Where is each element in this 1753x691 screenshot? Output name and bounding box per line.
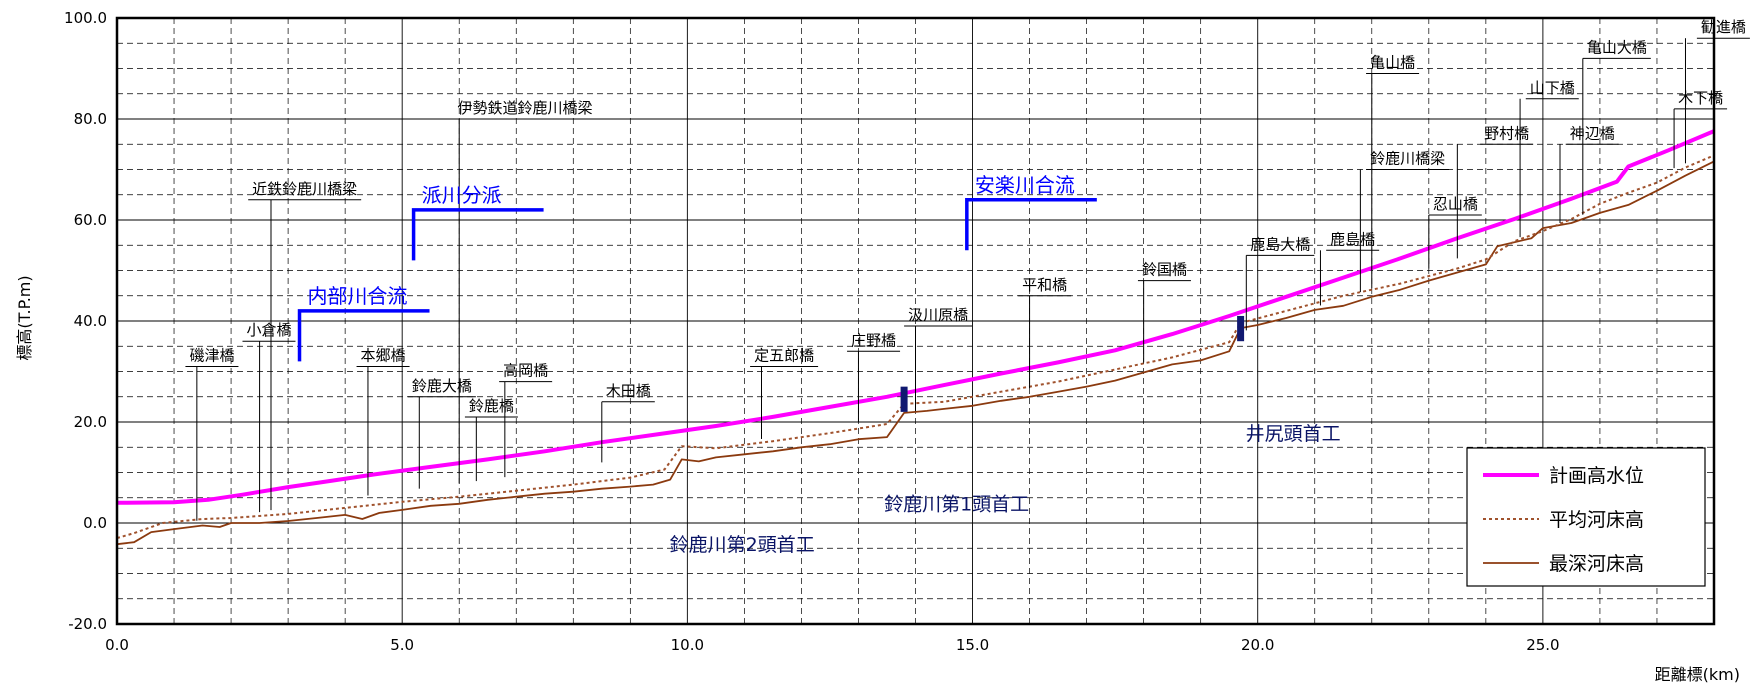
bridge-label: 亀山大橋 bbox=[1587, 38, 1647, 56]
bridge-callout: 近鉄鈴鹿川橋梁 bbox=[248, 180, 362, 511]
x-tick-label: 10.0 bbox=[671, 636, 704, 654]
bridge-label: 平和橋 bbox=[1022, 276, 1067, 294]
bridge-callout: 鈴鹿大橋 bbox=[407, 377, 476, 489]
bridge-label: 亀山橋 bbox=[1370, 54, 1415, 72]
bridge-label: 庄野橋 bbox=[851, 331, 896, 349]
bridge-callout: 伊勢鉄道鈴鹿川橋梁 bbox=[453, 99, 597, 484]
bridge-callout: 汲川原橋 bbox=[904, 306, 973, 412]
y-tick-label: 20.0 bbox=[74, 413, 107, 431]
bridge-label: 鈴鹿川橋梁 bbox=[1370, 150, 1445, 168]
plot-frame bbox=[115, 16, 1716, 626]
bridge-label: 小倉橋 bbox=[246, 321, 291, 339]
x-tick-label: 20.0 bbox=[1241, 636, 1274, 654]
bridge-callout: 磯津橋 bbox=[185, 346, 239, 521]
series-line bbox=[116, 154, 1715, 540]
weir-bar bbox=[900, 386, 908, 412]
bridge-label: 高岡橋 bbox=[503, 362, 548, 380]
series-line bbox=[116, 160, 1715, 546]
x-tick-label: 25.0 bbox=[1526, 636, 1559, 654]
weir-label: 鈴鹿川第2頭首工 bbox=[670, 534, 815, 556]
bridge-callout: 山下橋 bbox=[1519, 79, 1579, 238]
confluence-label: 内部川合流 bbox=[308, 284, 408, 308]
bridge-callout: 神辺橋 bbox=[1559, 124, 1619, 224]
weir-label: 鈴鹿川第1頭首工 bbox=[884, 494, 1029, 516]
y-tick-label: 0.0 bbox=[83, 514, 107, 532]
weir-marker: 鈴鹿川第2頭首工 bbox=[670, 534, 815, 556]
bridge-callout: 忍山橋 bbox=[1428, 195, 1482, 269]
weir-bar bbox=[1237, 315, 1245, 342]
bridge-label: 木下橋 bbox=[1678, 89, 1723, 107]
x-tick-label: 15.0 bbox=[956, 636, 989, 654]
y-tick-label: -20.0 bbox=[68, 615, 107, 633]
bridge-label: 鈴国橋 bbox=[1142, 261, 1187, 279]
bridge-label: 野村橋 bbox=[1484, 124, 1529, 142]
y-tick-label: 60.0 bbox=[74, 211, 107, 229]
bridge-callout: 亀山大橋 bbox=[1582, 38, 1651, 215]
confluence-label: 派川分派 bbox=[422, 183, 502, 207]
axis-ticks: 100.0 80.0 60.0 40.0 20.0 0.0 -20.0 0.0 5.0 10.0 1… bbox=[64, 9, 1560, 654]
bridge-label: 山下橋 bbox=[1530, 79, 1575, 97]
bridge-callout: 亀山橋 bbox=[1366, 54, 1420, 289]
bridge-label: 近鉄鈴鹿川橋梁 bbox=[252, 180, 357, 198]
bridge-label: 鈴鹿橋 bbox=[469, 397, 514, 415]
x-tick-label: 5.0 bbox=[390, 636, 414, 654]
bridge-callout: 高岡橋 bbox=[499, 362, 553, 478]
bridge-label: 鹿島橋 bbox=[1330, 230, 1375, 248]
bridge-callout: 定五郎橋 bbox=[750, 346, 819, 439]
bridge-callout: 庄野橋 bbox=[847, 331, 901, 422]
bridge-label: 定五郎橋 bbox=[754, 346, 814, 364]
weir-marker: 鈴鹿川第1頭首工 bbox=[884, 386, 1029, 516]
bridge-label: 汲川原橋 bbox=[908, 306, 968, 324]
bridge-label: 本郷橋 bbox=[361, 346, 406, 364]
bridge-callout: 平和橋 bbox=[1018, 276, 1072, 389]
y-tick-label: 80.0 bbox=[74, 110, 107, 128]
bridge-callout: 木下橋 bbox=[1673, 89, 1728, 169]
confluence-marker: 内部川合流 bbox=[297, 284, 430, 362]
bridge-label: 磯津橋 bbox=[189, 346, 234, 364]
bridge-label: 伊勢鉄道鈴鹿川橋梁 bbox=[458, 99, 593, 117]
confluence-bracket bbox=[297, 309, 430, 362]
bridge-label: 木田橋 bbox=[606, 382, 651, 400]
bridge-callout: 鈴鹿川橋梁 bbox=[1359, 150, 1450, 293]
weir-label: 井尻頭首工 bbox=[1246, 423, 1341, 445]
bridge-callout: 鹿島大橋 bbox=[1245, 235, 1315, 331]
x-tick-label: 0.0 bbox=[105, 636, 129, 654]
bridge-callout: 野村橋 bbox=[1456, 124, 1534, 259]
bridge-callout: 木田橋 bbox=[601, 382, 655, 463]
bridge-label: 神辺橋 bbox=[1570, 124, 1615, 142]
bridge-label: 勧進橋 bbox=[1701, 18, 1746, 36]
y-tick-label: 40.0 bbox=[74, 312, 107, 330]
legend-label: 計画高水位 bbox=[1549, 465, 1644, 487]
bridge-callout: 小倉橋 bbox=[242, 321, 296, 513]
bridge-callout: 鈴国橋 bbox=[1137, 261, 1191, 363]
weir-marker: 井尻頭首工 bbox=[1237, 315, 1341, 445]
confluence-label: 安楽川合流 bbox=[975, 173, 1075, 197]
bridge-label: 忍山橋 bbox=[1433, 195, 1478, 213]
x-axis-label: 距離標(km) bbox=[1655, 665, 1740, 684]
bridge-callout: 鹿島橋 bbox=[1319, 230, 1380, 306]
confluence-bracket bbox=[965, 198, 1097, 251]
bridge-label: 鈴鹿大橋 bbox=[412, 377, 472, 395]
legend-label: 平均河床高 bbox=[1549, 509, 1644, 531]
confluence-marker: 派川分派 bbox=[411, 183, 544, 261]
y-axis-label: 標高(T.P.m) bbox=[15, 275, 34, 360]
bridge-callout: 鈴鹿橋 bbox=[464, 397, 518, 482]
bridge-callout: 本郷橋 bbox=[356, 346, 410, 496]
gridlines bbox=[116, 17, 1715, 625]
bridge-label: 鹿島大橋 bbox=[1250, 235, 1310, 253]
confluence-bracket bbox=[411, 208, 544, 261]
legend-label: 最深河床高 bbox=[1549, 553, 1644, 575]
confluence-marker: 安楽川合流 bbox=[965, 173, 1097, 251]
bridge-callout: 勧進橋 bbox=[1684, 18, 1750, 164]
y-tick-label: 100.0 bbox=[64, 9, 107, 27]
